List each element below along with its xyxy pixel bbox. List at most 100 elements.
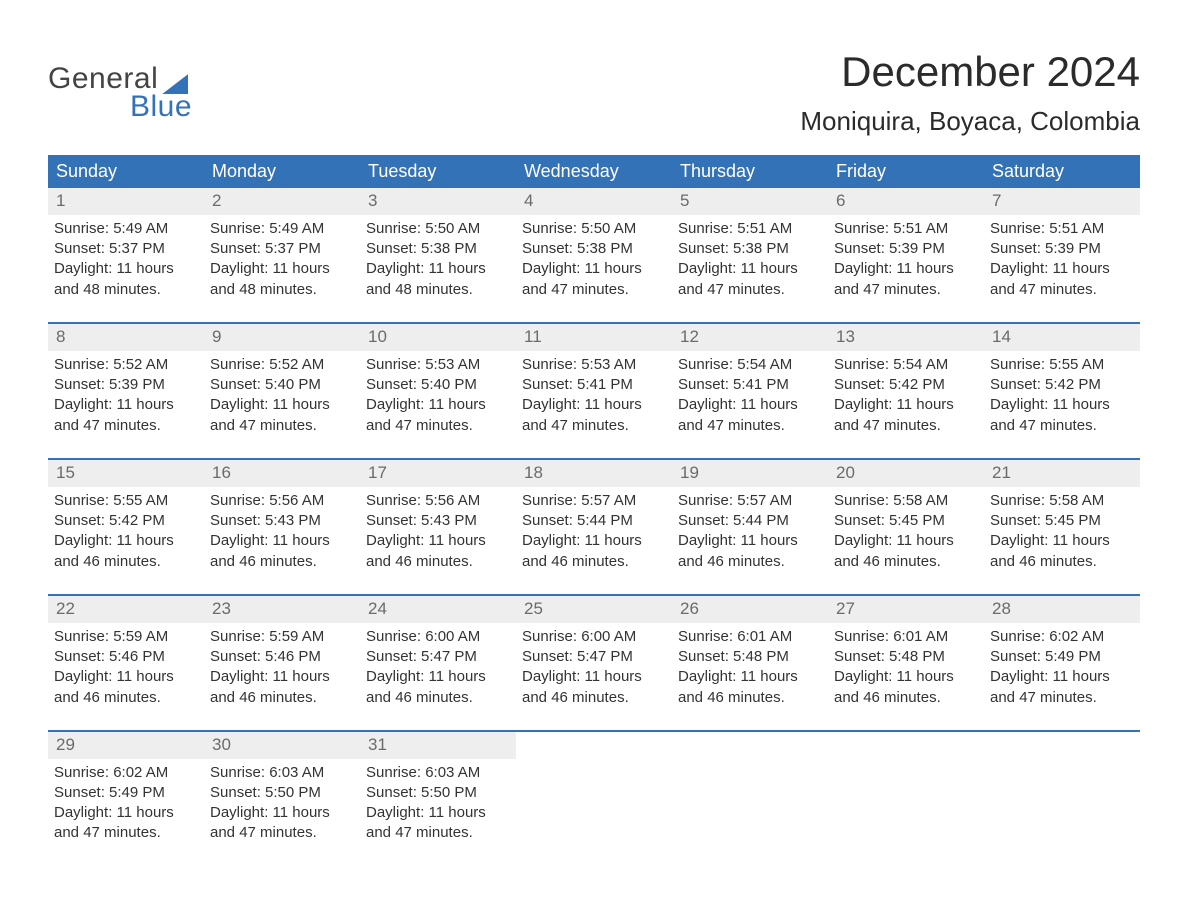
day-details: Sunrise: 5:56 AMSunset: 5:43 PMDaylight:… bbox=[366, 487, 510, 572]
day-number: 16 bbox=[204, 459, 360, 487]
day-number: 25 bbox=[516, 595, 672, 623]
sunrise-line: Sunrise: 5:58 AM bbox=[990, 491, 1134, 511]
sunset-line: Sunset: 5:44 PM bbox=[678, 511, 822, 531]
daynum-row: 293031 bbox=[48, 731, 1140, 759]
sunset-line: Sunset: 5:44 PM bbox=[522, 511, 666, 531]
daylight-line: Daylight: 11 hours and 47 minutes. bbox=[210, 803, 354, 844]
day-details: Sunrise: 5:56 AMSunset: 5:43 PMDaylight:… bbox=[210, 487, 354, 572]
daylight-line: Daylight: 11 hours and 46 minutes. bbox=[990, 531, 1134, 572]
sunrise-line: Sunrise: 5:51 AM bbox=[678, 219, 822, 239]
sunrise-line: Sunrise: 5:49 AM bbox=[54, 219, 198, 239]
day-cell: Sunrise: 5:59 AMSunset: 5:46 PMDaylight:… bbox=[204, 623, 360, 731]
logo-line1-wrap: General bbox=[48, 62, 192, 96]
brand-logo: General Blue bbox=[48, 62, 192, 124]
day-cell: Sunrise: 6:03 AMSunset: 5:50 PMDaylight:… bbox=[204, 759, 360, 866]
day-cell: Sunrise: 5:53 AMSunset: 5:40 PMDaylight:… bbox=[360, 351, 516, 459]
day-number: 7 bbox=[984, 188, 1140, 215]
day-cell: Sunrise: 5:56 AMSunset: 5:43 PMDaylight:… bbox=[204, 487, 360, 595]
sunrise-line: Sunrise: 6:01 AM bbox=[678, 627, 822, 647]
calendar-page: General Blue December 2024 Moniquira, Bo… bbox=[0, 0, 1188, 906]
sunset-line: Sunset: 5:37 PM bbox=[210, 239, 354, 259]
sunset-line: Sunset: 5:38 PM bbox=[366, 239, 510, 259]
sunset-line: Sunset: 5:40 PM bbox=[210, 375, 354, 395]
week-row: Sunrise: 5:52 AMSunset: 5:39 PMDaylight:… bbox=[48, 351, 1140, 459]
sunrise-line: Sunrise: 5:55 AM bbox=[54, 491, 198, 511]
daylight-line: Daylight: 11 hours and 47 minutes. bbox=[990, 259, 1134, 300]
daylight-line: Daylight: 11 hours and 47 minutes. bbox=[990, 395, 1134, 436]
empty-cell bbox=[672, 759, 828, 866]
day-header: Tuesday bbox=[360, 155, 516, 188]
daylight-line: Daylight: 11 hours and 48 minutes. bbox=[366, 259, 510, 300]
day-cell: Sunrise: 5:52 AMSunset: 5:40 PMDaylight:… bbox=[204, 351, 360, 459]
empty-cell bbox=[828, 731, 984, 759]
sunset-line: Sunset: 5:45 PM bbox=[990, 511, 1134, 531]
week-row: Sunrise: 5:55 AMSunset: 5:42 PMDaylight:… bbox=[48, 487, 1140, 595]
week-row: Sunrise: 5:59 AMSunset: 5:46 PMDaylight:… bbox=[48, 623, 1140, 731]
day-cell: Sunrise: 5:54 AMSunset: 5:41 PMDaylight:… bbox=[672, 351, 828, 459]
day-cell: Sunrise: 5:51 AMSunset: 5:38 PMDaylight:… bbox=[672, 215, 828, 323]
day-number: 5 bbox=[672, 188, 828, 215]
day-cell: Sunrise: 5:54 AMSunset: 5:42 PMDaylight:… bbox=[828, 351, 984, 459]
empty-cell bbox=[984, 731, 1140, 759]
day-details: Sunrise: 5:58 AMSunset: 5:45 PMDaylight:… bbox=[834, 487, 978, 572]
day-cell: Sunrise: 6:02 AMSunset: 5:49 PMDaylight:… bbox=[48, 759, 204, 866]
day-number: 23 bbox=[204, 595, 360, 623]
daylight-line: Daylight: 11 hours and 47 minutes. bbox=[522, 395, 666, 436]
day-number: 18 bbox=[516, 459, 672, 487]
empty-cell bbox=[672, 731, 828, 759]
sunset-line: Sunset: 5:38 PM bbox=[522, 239, 666, 259]
daylight-line: Daylight: 11 hours and 46 minutes. bbox=[522, 667, 666, 708]
day-details: Sunrise: 5:57 AMSunset: 5:44 PMDaylight:… bbox=[678, 487, 822, 572]
daylight-line: Daylight: 11 hours and 46 minutes. bbox=[834, 667, 978, 708]
day-details: Sunrise: 6:02 AMSunset: 5:49 PMDaylight:… bbox=[990, 623, 1134, 708]
sunset-line: Sunset: 5:48 PM bbox=[678, 647, 822, 667]
day-header: Saturday bbox=[984, 155, 1140, 188]
day-cell: Sunrise: 6:03 AMSunset: 5:50 PMDaylight:… bbox=[360, 759, 516, 866]
daynum-row: 15161718192021 bbox=[48, 459, 1140, 487]
day-details: Sunrise: 5:53 AMSunset: 5:40 PMDaylight:… bbox=[366, 351, 510, 436]
day-cell: Sunrise: 5:52 AMSunset: 5:39 PMDaylight:… bbox=[48, 351, 204, 459]
sunset-line: Sunset: 5:38 PM bbox=[678, 239, 822, 259]
day-number: 14 bbox=[984, 323, 1140, 351]
day-details: Sunrise: 5:51 AMSunset: 5:39 PMDaylight:… bbox=[834, 215, 978, 300]
sunrise-line: Sunrise: 5:50 AM bbox=[522, 219, 666, 239]
day-cell: Sunrise: 5:49 AMSunset: 5:37 PMDaylight:… bbox=[204, 215, 360, 323]
sunrise-line: Sunrise: 5:52 AM bbox=[210, 355, 354, 375]
empty-cell bbox=[516, 759, 672, 866]
week-row: Sunrise: 6:02 AMSunset: 5:49 PMDaylight:… bbox=[48, 759, 1140, 866]
day-number: 29 bbox=[48, 731, 204, 759]
sunrise-line: Sunrise: 5:59 AM bbox=[210, 627, 354, 647]
sunset-line: Sunset: 5:50 PM bbox=[366, 783, 510, 803]
daylight-line: Daylight: 11 hours and 47 minutes. bbox=[678, 259, 822, 300]
day-details: Sunrise: 6:01 AMSunset: 5:48 PMDaylight:… bbox=[834, 623, 978, 708]
day-details: Sunrise: 5:54 AMSunset: 5:42 PMDaylight:… bbox=[834, 351, 978, 436]
day-details: Sunrise: 6:03 AMSunset: 5:50 PMDaylight:… bbox=[366, 759, 510, 844]
sunset-line: Sunset: 5:40 PM bbox=[366, 375, 510, 395]
day-number: 19 bbox=[672, 459, 828, 487]
day-number: 11 bbox=[516, 323, 672, 351]
daylight-line: Daylight: 11 hours and 47 minutes. bbox=[522, 259, 666, 300]
sunset-line: Sunset: 5:42 PM bbox=[834, 375, 978, 395]
day-header: Friday bbox=[828, 155, 984, 188]
daynum-row: 22232425262728 bbox=[48, 595, 1140, 623]
day-number: 24 bbox=[360, 595, 516, 623]
sunset-line: Sunset: 5:41 PM bbox=[522, 375, 666, 395]
day-cell: Sunrise: 5:51 AMSunset: 5:39 PMDaylight:… bbox=[828, 215, 984, 323]
empty-cell bbox=[516, 731, 672, 759]
sunrise-line: Sunrise: 5:58 AM bbox=[834, 491, 978, 511]
day-cell: Sunrise: 5:55 AMSunset: 5:42 PMDaylight:… bbox=[48, 487, 204, 595]
sunrise-line: Sunrise: 6:02 AM bbox=[54, 763, 198, 783]
sunrise-line: Sunrise: 5:53 AM bbox=[522, 355, 666, 375]
sunset-line: Sunset: 5:47 PM bbox=[522, 647, 666, 667]
day-cell: Sunrise: 6:02 AMSunset: 5:49 PMDaylight:… bbox=[984, 623, 1140, 731]
daylight-line: Daylight: 11 hours and 46 minutes. bbox=[522, 531, 666, 572]
day-number: 15 bbox=[48, 459, 204, 487]
day-number: 3 bbox=[360, 188, 516, 215]
day-cell: Sunrise: 5:58 AMSunset: 5:45 PMDaylight:… bbox=[984, 487, 1140, 595]
daylight-line: Daylight: 11 hours and 47 minutes. bbox=[834, 395, 978, 436]
day-cell: Sunrise: 6:00 AMSunset: 5:47 PMDaylight:… bbox=[516, 623, 672, 731]
day-details: Sunrise: 6:03 AMSunset: 5:50 PMDaylight:… bbox=[210, 759, 354, 844]
sunrise-line: Sunrise: 5:53 AM bbox=[366, 355, 510, 375]
day-number: 2 bbox=[204, 188, 360, 215]
daylight-line: Daylight: 11 hours and 46 minutes. bbox=[834, 531, 978, 572]
